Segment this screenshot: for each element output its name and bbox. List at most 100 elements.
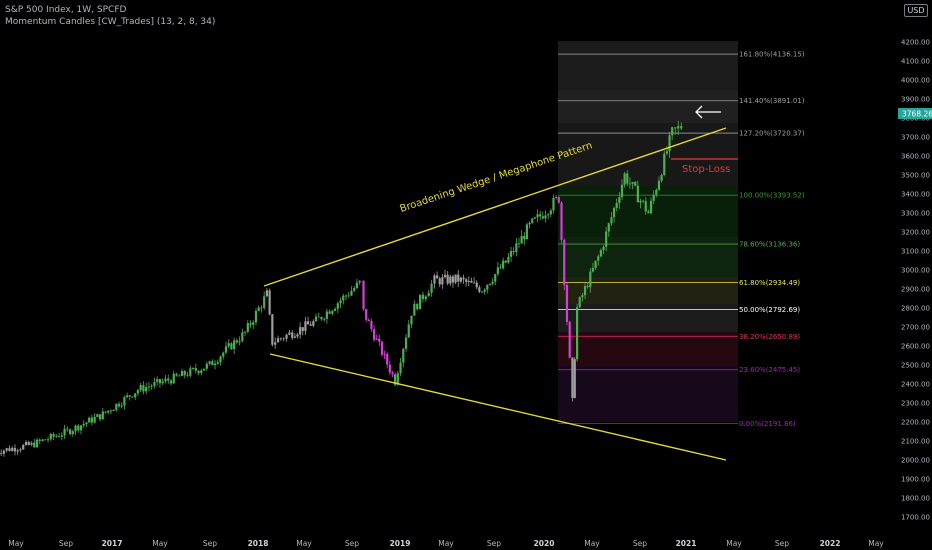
- candle-body: [191, 368, 195, 369]
- candle-body: [533, 217, 536, 219]
- left-arrow-icon: [695, 105, 721, 119]
- candle-body: [150, 386, 153, 387]
- price-tick-label: 3500.00: [901, 172, 930, 180]
- candle-body: [233, 340, 236, 350]
- time-tick-label: 2017: [102, 539, 123, 548]
- candle-body: [623, 173, 626, 185]
- price-tick-label: 1900.00: [901, 476, 930, 484]
- candle-body: [475, 282, 478, 288]
- candle-body: [344, 295, 348, 297]
- candle-body: [268, 290, 271, 315]
- wedge-lower-trendline[interactable]: [269, 353, 727, 461]
- candle-body: [79, 425, 83, 431]
- candle-body: [594, 260, 597, 268]
- candle-body: [180, 370, 184, 376]
- price-tick-label: 3100.00: [901, 248, 930, 256]
- candle-body: [539, 214, 542, 217]
- price-tick-label: 2100.00: [901, 438, 930, 446]
- candle-body: [655, 189, 658, 195]
- fib-zone-38-23: [558, 332, 738, 366]
- price-tick-label: 2300.00: [901, 400, 930, 408]
- candle-body: [24, 441, 28, 445]
- candle-body: [112, 409, 115, 412]
- candle-body: [41, 439, 44, 441]
- candle-body: [454, 274, 457, 283]
- candle-body: [314, 316, 318, 322]
- candle-body: [169, 380, 173, 384]
- candle-body: [353, 288, 356, 291]
- candle-body: [208, 361, 211, 364]
- candle-body: [396, 373, 399, 385]
- candle-body: [457, 274, 460, 282]
- candle-body: [339, 300, 342, 304]
- candle-body: [591, 267, 595, 272]
- candle-body: [552, 197, 555, 211]
- candle-body: [394, 374, 397, 385]
- candle-body: [98, 414, 102, 420]
- fib-zone-161-141: [558, 41, 738, 90]
- fib-level-label: 61.80%(2934.49): [739, 279, 800, 287]
- candle-body: [478, 287, 481, 292]
- candle-body: [38, 439, 41, 441]
- candle-body: [88, 417, 91, 423]
- candle-body: [628, 183, 632, 185]
- candle-body: [260, 307, 263, 309]
- wedge-upper-trendline[interactable]: [263, 127, 727, 287]
- candle-body: [597, 256, 600, 261]
- time-tick-label: May: [438, 539, 454, 548]
- candle-body: [328, 311, 331, 314]
- candle-body: [249, 323, 252, 325]
- time-tick-label: Sep: [633, 539, 647, 548]
- candle-body: [279, 338, 282, 340]
- candle-body: [22, 444, 25, 450]
- candle-body: [370, 321, 373, 330]
- candle-body: [472, 282, 476, 284]
- candle-body: [30, 442, 33, 445]
- price-tick-label: 3300.00: [901, 210, 930, 218]
- candle-body: [164, 378, 167, 382]
- candle-body: [291, 332, 294, 338]
- candle-body: [301, 327, 304, 332]
- candle-body: [523, 235, 526, 240]
- candle-body: [33, 442, 36, 448]
- candle-body: [304, 321, 307, 332]
- candle-body: [568, 321, 571, 358]
- candle-body: [502, 260, 505, 269]
- time-tick-label: 2021: [676, 539, 697, 548]
- price-tick-label: 2600.00: [901, 343, 930, 351]
- fib-level-label: 100.00%(3393.52): [739, 192, 805, 200]
- candle-body: [365, 309, 368, 320]
- fib-zone-23-0: [558, 366, 738, 422]
- fib-zone-61-50: [558, 277, 738, 304]
- fibonacci-zones: [558, 41, 738, 422]
- price-tick-label: 2400.00: [901, 381, 930, 389]
- candle-body: [424, 296, 427, 300]
- candle-body: [470, 280, 473, 283]
- candle-body: [677, 126, 680, 129]
- candle-body: [615, 202, 618, 208]
- candle-body: [499, 267, 502, 269]
- candle-body: [610, 217, 613, 224]
- candle-body: [438, 278, 441, 285]
- candle-body: [494, 274, 497, 282]
- price-tick-label: 3700.00: [901, 134, 930, 142]
- currency-selector[interactable]: USD: [904, 4, 928, 17]
- candle-body: [8, 448, 11, 451]
- candle-body: [202, 368, 206, 371]
- time-tick-label: May: [584, 539, 600, 548]
- time-axis[interactable]: May Sep 2017 May Sep 2018 May Sep 2019 May Sep 2020…: [8, 539, 884, 548]
- fibonacci-levels: 161.80%(4136.15) 141.40%(3891.01) 127.20%(…: [558, 51, 805, 428]
- candle-body: [399, 362, 402, 374]
- candle-body: [235, 340, 238, 343]
- candle-body: [565, 285, 569, 322]
- candle-body: [66, 428, 69, 430]
- candle-body: [197, 370, 200, 374]
- candle-body: [90, 417, 94, 423]
- candle-body: [136, 390, 139, 394]
- candle-body: [465, 279, 468, 282]
- time-tick-label: 2019: [390, 539, 411, 548]
- candle-body: [416, 303, 419, 310]
- candlestick-series: [0, 120, 683, 457]
- candle-body: [446, 274, 449, 284]
